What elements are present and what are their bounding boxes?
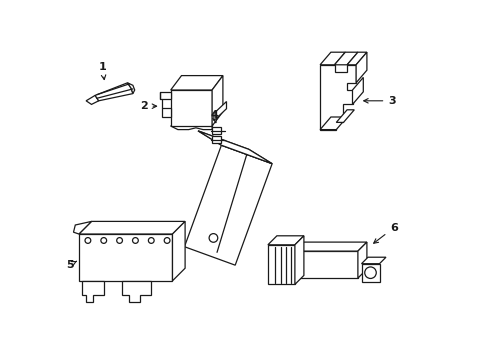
Polygon shape [267, 236, 303, 245]
Polygon shape [162, 108, 170, 117]
Polygon shape [79, 234, 172, 281]
Polygon shape [213, 102, 226, 121]
Text: 4: 4 [210, 110, 218, 123]
Polygon shape [79, 221, 185, 234]
Polygon shape [172, 221, 185, 281]
Polygon shape [294, 242, 366, 251]
Polygon shape [320, 52, 345, 65]
Polygon shape [346, 52, 366, 65]
Polygon shape [95, 83, 133, 101]
Polygon shape [212, 136, 221, 143]
Polygon shape [212, 76, 223, 126]
Text: 2: 2 [140, 101, 156, 111]
Polygon shape [361, 264, 379, 282]
Polygon shape [294, 251, 357, 278]
Polygon shape [86, 95, 99, 104]
Text: 5: 5 [66, 260, 77, 270]
Polygon shape [357, 242, 366, 278]
Polygon shape [212, 127, 221, 134]
Polygon shape [170, 76, 223, 90]
Polygon shape [355, 52, 366, 83]
Polygon shape [361, 257, 385, 264]
Polygon shape [198, 131, 272, 164]
Polygon shape [267, 245, 294, 284]
Polygon shape [198, 131, 272, 164]
Polygon shape [320, 117, 346, 130]
Polygon shape [73, 221, 91, 234]
Text: 1: 1 [98, 62, 106, 80]
Polygon shape [352, 77, 363, 104]
Polygon shape [184, 145, 272, 265]
Polygon shape [122, 281, 151, 302]
Polygon shape [127, 83, 134, 94]
Polygon shape [160, 92, 170, 99]
Polygon shape [82, 281, 104, 302]
Polygon shape [320, 65, 355, 130]
Polygon shape [336, 110, 354, 122]
Polygon shape [294, 236, 303, 284]
Text: 6: 6 [373, 223, 397, 243]
Polygon shape [170, 90, 212, 126]
Polygon shape [334, 52, 357, 65]
Text: 3: 3 [363, 96, 395, 106]
